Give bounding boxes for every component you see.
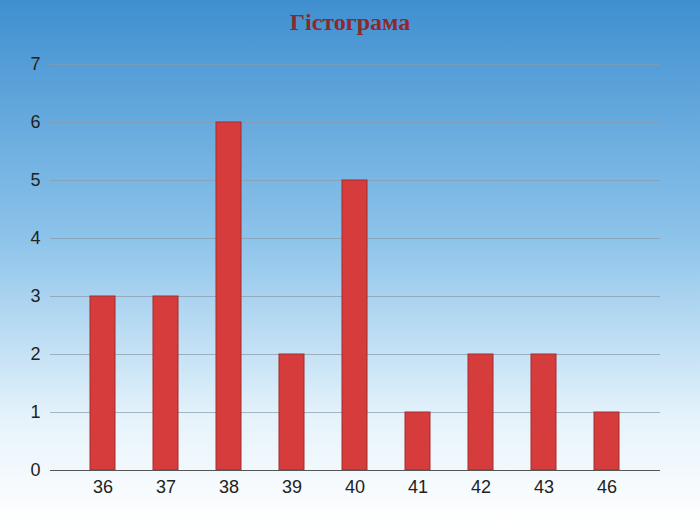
svg-text:38: 38 [219,477,239,497]
html-text:Гістограма: Гістограма [289,9,411,35]
svg-text:40: 40 [345,477,365,497]
svg-text:42: 42 [471,477,491,497]
svg-text:41: 41 [408,477,428,497]
svg-text:1: 1 [30,402,40,422]
svg-text:3: 3 [30,286,40,306]
svg-text:36: 36 [93,477,113,497]
svg-text:7: 7 [30,54,40,74]
svg-text:5: 5 [30,170,40,190]
svg-text:2: 2 [30,344,40,364]
svg-text:4: 4 [30,228,40,248]
svg-text:46: 46 [597,477,617,497]
svg-text:39: 39 [282,477,302,497]
svg-text:0: 0 [30,460,40,480]
svg-text:37: 37 [156,477,176,497]
svg-text:6: 6 [30,112,40,132]
svg-text:43: 43 [534,477,554,497]
